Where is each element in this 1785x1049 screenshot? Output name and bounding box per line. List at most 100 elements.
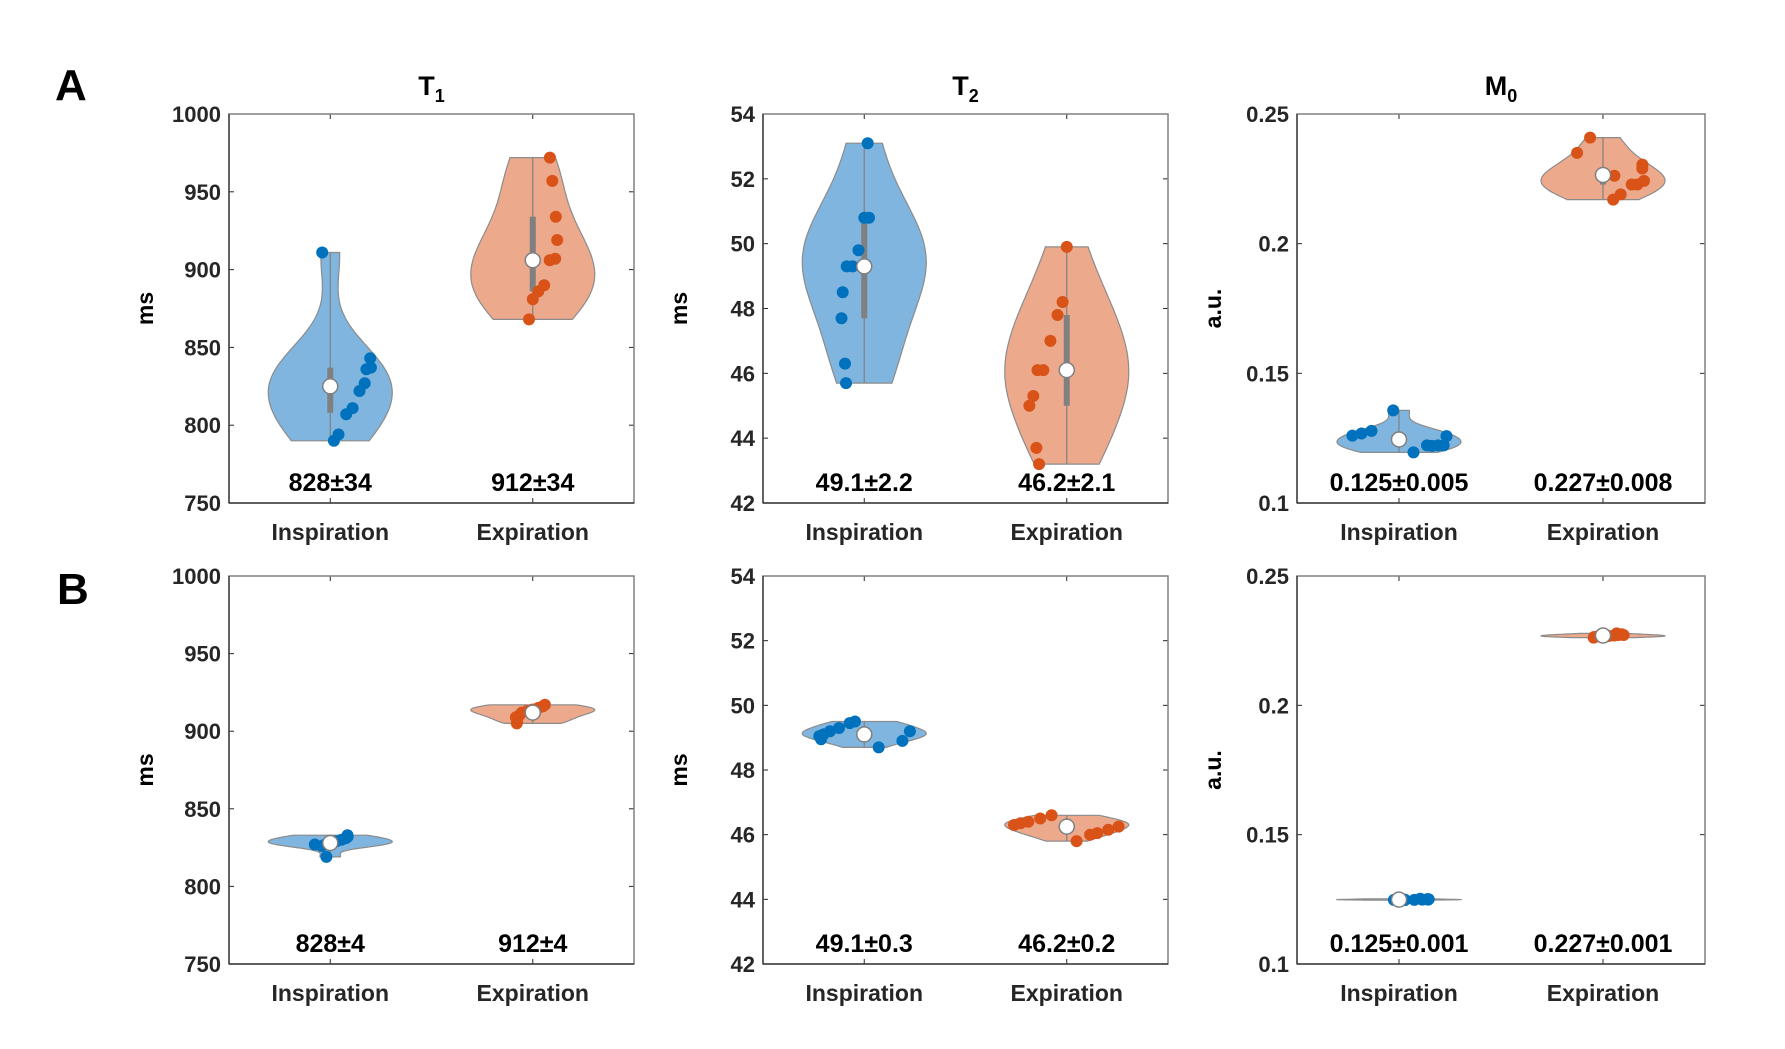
y-tick-label: 0.25: [1246, 564, 1289, 589]
y-tick-label: 1000: [172, 102, 221, 127]
y-tick-label: 0.15: [1246, 361, 1289, 386]
data-point: [1033, 458, 1046, 471]
y-tick-label: 750: [184, 491, 221, 516]
y-tick-label: 54: [731, 564, 756, 589]
data-point: [1102, 823, 1115, 836]
x-tick-label: Inspiration: [1340, 980, 1458, 1006]
y-tick-label: 0.2: [1258, 232, 1289, 257]
y-tick-label: 42: [731, 491, 755, 516]
chart-title-main: T: [952, 71, 969, 101]
y-tick-label: 800: [184, 874, 221, 899]
data-point: [1051, 309, 1064, 321]
data-point: [1346, 429, 1359, 442]
stat-label: 0.125±0.005: [1330, 469, 1469, 497]
y-tick-label: 750: [184, 952, 221, 977]
y-tick-label: 1000: [172, 564, 221, 589]
data-point: [543, 151, 556, 164]
data-point: [549, 210, 562, 223]
panel-letter-a: A: [55, 61, 87, 110]
data-point: [1056, 296, 1069, 308]
chart-panel-a-1: T1 ms 828±34 Inspiration 912±34 Expiration 750…: [132, 71, 635, 545]
x-tick-label: Inspiration: [271, 519, 389, 545]
data-point: [526, 293, 539, 306]
y-axis-label: ms: [666, 753, 692, 786]
chart-title: T2: [952, 71, 979, 106]
data-point: [308, 838, 321, 851]
data-point: [523, 313, 535, 326]
data-point: [1408, 893, 1421, 906]
x-tick-label: Expiration: [1011, 980, 1123, 1006]
stat-label: 912±34: [491, 469, 574, 497]
median-marker: [1594, 166, 1612, 184]
data-point: [1045, 809, 1058, 822]
y-tick-label: 0.1: [1258, 952, 1289, 977]
data-point: [1607, 193, 1620, 206]
data-point: [316, 246, 329, 259]
y-tick-label: 46: [731, 361, 755, 386]
data-point: [815, 733, 828, 746]
stat-label: 46.2±0.2: [1018, 930, 1115, 958]
data-point: [1584, 131, 1597, 144]
y-axis-label: a.u.: [1200, 289, 1226, 329]
median-marker: [1390, 891, 1408, 908]
data-point: [1365, 424, 1378, 437]
data-point: [1044, 334, 1057, 347]
data-point: [510, 717, 523, 730]
data-point: [1084, 828, 1097, 841]
data-point: [327, 434, 340, 447]
stat-label: 46.2±2.1: [1018, 469, 1115, 497]
data-point: [1571, 146, 1584, 159]
data-point: [1608, 169, 1621, 182]
y-tick-label: 50: [731, 232, 755, 257]
data-point: [546, 174, 559, 187]
data-point: [551, 234, 564, 246]
stat-label: 0.125±0.001: [1330, 930, 1469, 958]
data-point: [835, 312, 848, 325]
stat-label: 912±4: [498, 930, 567, 958]
y-tick-label: 950: [184, 642, 221, 667]
data-point: [1440, 430, 1453, 443]
x-tick-label: Inspiration: [805, 519, 923, 545]
data-point: [1060, 240, 1073, 253]
stat-label: 828±4: [296, 930, 365, 958]
y-tick-label: 0.25: [1246, 102, 1289, 127]
y-tick-label: 850: [184, 335, 221, 360]
stat-label: 49.1±2.2: [816, 469, 913, 497]
data-point: [353, 385, 366, 397]
median-marker: [856, 258, 873, 275]
data-point: [840, 260, 853, 273]
data-point: [364, 352, 377, 365]
y-tick-label: 44: [731, 426, 756, 451]
chart-title: M0: [1485, 71, 1518, 106]
chart-title-subscript: 1: [435, 86, 445, 106]
chart-title-main: M: [1485, 71, 1508, 101]
data-point: [852, 244, 865, 257]
data-point: [861, 137, 874, 150]
data-point: [903, 725, 916, 738]
y-tick-label: 900: [184, 258, 221, 283]
y-tick-label: 52: [731, 167, 755, 192]
data-point: [1030, 441, 1043, 454]
y-axis-label: ms: [666, 292, 692, 325]
y-axis-label: a.u.: [1200, 750, 1226, 790]
chart-panel-a-3: M0 a.u. 0.125±0.005 Inspiration 0.227±0.008 E…: [1200, 71, 1706, 545]
data-point: [1027, 390, 1040, 402]
y-tick-label: 44: [731, 887, 756, 912]
chart-panel-a-2: T2 ms 49.1±2.2 Inspiration 46.2±2.1 Expiratio…: [666, 71, 1169, 545]
data-point: [1034, 812, 1047, 825]
chart-panel-b-2: ms 49.1±0.3 Inspiration 46.2±0.2 Expiration 4…: [666, 564, 1169, 1006]
panel-letter-b: B: [57, 565, 89, 614]
data-point: [836, 286, 849, 299]
data-point: [1008, 819, 1020, 831]
chart-panel-b-1: ms 828±4 Inspiration 912±4 Expiration 750 800 8…: [132, 564, 635, 1006]
y-axis-label: ms: [132, 753, 158, 786]
axes-box: [762, 575, 1169, 965]
y-tick-label: 48: [731, 297, 755, 322]
x-tick-label: Inspiration: [1340, 519, 1458, 545]
median-marker: [524, 252, 541, 269]
median-marker: [322, 834, 339, 852]
x-tick-label: Inspiration: [271, 980, 389, 1006]
y-tick-label: 42: [731, 952, 755, 977]
x-tick-label: Expiration: [1547, 519, 1659, 545]
